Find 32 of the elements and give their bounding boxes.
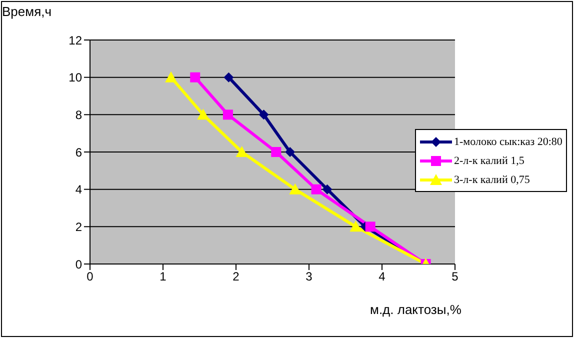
point — [236, 146, 248, 157]
y-tick-label: 6 — [75, 145, 82, 160]
y-tick-label: 10 — [68, 70, 82, 85]
point — [224, 72, 234, 82]
point — [165, 71, 178, 82]
point — [350, 220, 362, 232]
y-tick-label: 2 — [75, 220, 82, 234]
point — [222, 110, 233, 120]
x-tick-label: 3 — [306, 270, 313, 284]
x-tick-label: 0 — [86, 270, 94, 284]
y-tick-label: 4 — [75, 182, 82, 197]
x-tick-label: 1 — [160, 270, 167, 284]
point — [285, 147, 296, 157]
x-axis-title: м.д. лактозы,% — [370, 302, 462, 317]
point — [311, 184, 322, 194]
point — [289, 183, 302, 194]
x-tick-label: 5 — [452, 270, 459, 284]
y-tick-label: 0 — [75, 257, 82, 272]
x-tick-label: 4 — [378, 270, 386, 284]
y-tick-label: 12 — [68, 33, 82, 48]
x-tick-label: 2 — [232, 270, 240, 284]
point — [271, 147, 282, 157]
point — [197, 108, 210, 120]
point — [365, 222, 376, 232]
y-tick-label: 8 — [75, 108, 82, 122]
point — [322, 184, 332, 194]
point — [190, 72, 200, 82]
legend-label: 3-л-к калий 0,75 — [454, 174, 530, 186]
legend-label: 2-л-к калий 1,5 — [454, 154, 524, 166]
y-axis-title: Время,ч — [2, 4, 52, 19]
legend-label: 1-молоко сык:каз 20:80 — [454, 136, 562, 148]
point — [258, 110, 269, 120]
